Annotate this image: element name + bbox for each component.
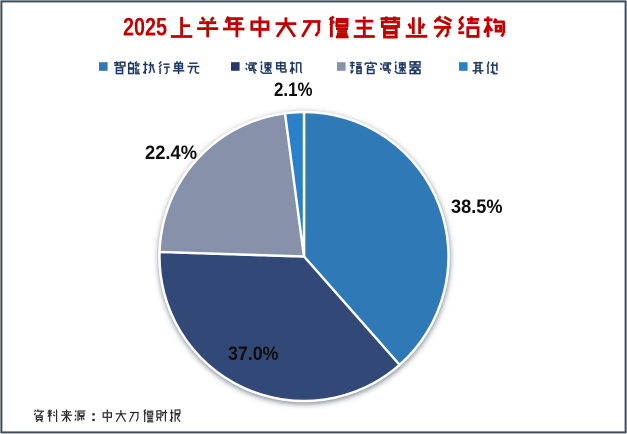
svg-text:37.0%: 37.0% (228, 343, 279, 365)
svg-text:38.5%: 38.5% (451, 196, 503, 218)
svg-text:22.4%: 22.4% (145, 142, 197, 164)
svg-text:2025: 2025 (123, 14, 167, 42)
svg-text:2.1%: 2.1% (274, 79, 313, 101)
